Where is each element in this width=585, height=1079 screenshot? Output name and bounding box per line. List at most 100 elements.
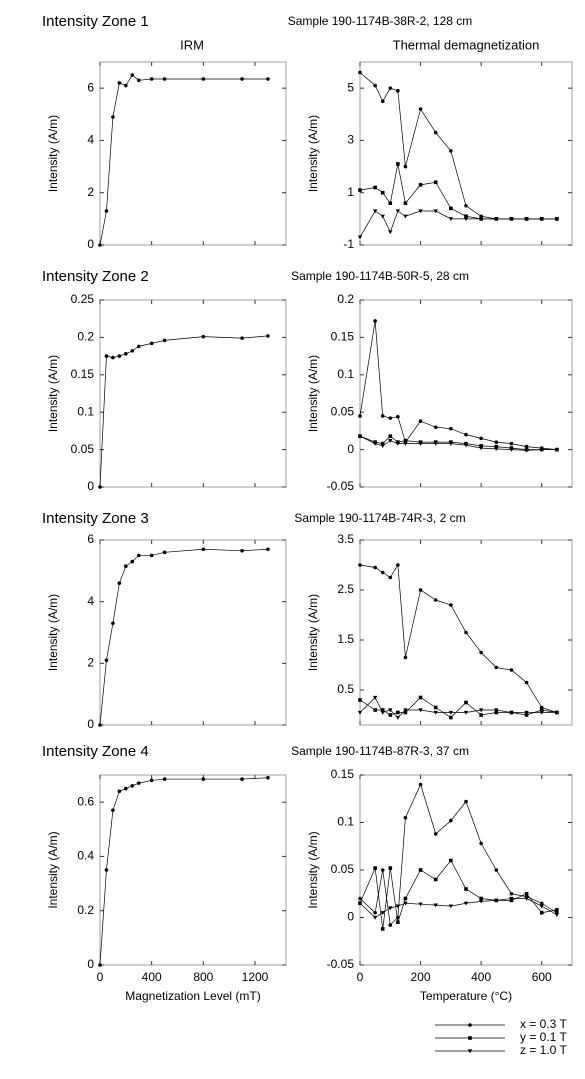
series-line — [359, 210, 557, 238]
plot-frame — [359, 61, 573, 246]
marker — [357, 434, 363, 439]
marker — [149, 77, 154, 81]
marker — [388, 230, 393, 235]
marker — [554, 448, 560, 452]
marker — [448, 710, 454, 715]
marker — [433, 710, 438, 715]
x-tick-label: 0 — [357, 970, 364, 984]
y-tick-label: 0.15 — [71, 367, 95, 381]
marker — [117, 789, 122, 794]
marker — [539, 910, 544, 915]
marker — [111, 115, 115, 119]
zone-title: Intensity Zone 4 — [42, 743, 149, 760]
marker — [524, 448, 529, 453]
y-tick-label: 0 — [87, 237, 94, 251]
sample-label: Sample 190-1174B-74R-3, 2 cm — [294, 511, 465, 525]
x-tick-label: 1200 — [242, 970, 269, 984]
y-tick-label: 0.2 — [77, 330, 94, 344]
marker — [403, 655, 408, 660]
zone-title: Intensity Zone 1 — [42, 13, 149, 30]
marker — [494, 447, 499, 452]
marker — [403, 438, 408, 443]
marker — [479, 896, 483, 901]
marker — [201, 547, 206, 552]
legend-label: z = 1.0 T — [520, 1043, 567, 1057]
y-tick-label: 0.6 — [77, 794, 94, 808]
marker — [433, 832, 438, 836]
marker — [266, 547, 270, 552]
marker — [464, 887, 468, 891]
marker — [464, 214, 468, 219]
marker — [372, 915, 378, 920]
marker — [380, 710, 385, 715]
marker — [403, 815, 408, 820]
x-tick-label: 200 — [411, 970, 431, 984]
marker — [433, 180, 438, 185]
plot-frame — [99, 61, 287, 246]
marker — [509, 891, 514, 896]
marker — [464, 203, 468, 208]
y-tick-label: 4 — [87, 133, 94, 147]
marker — [433, 903, 438, 908]
marker — [358, 414, 362, 418]
marker — [554, 217, 560, 222]
marker — [479, 436, 483, 441]
marker — [396, 88, 400, 93]
series-line — [359, 320, 557, 450]
marker — [136, 78, 141, 83]
marker — [380, 911, 385, 915]
marker — [509, 710, 514, 715]
y-tick-label: 0.25 — [71, 292, 95, 306]
series-line — [99, 548, 268, 726]
marker — [403, 896, 408, 901]
marker — [403, 164, 408, 169]
marker — [162, 550, 167, 555]
x-tick-label: 800 — [193, 970, 213, 984]
marker — [136, 344, 141, 349]
marker — [449, 426, 453, 431]
y-tick-label: 0.05 — [331, 404, 355, 418]
marker — [395, 442, 401, 446]
marker — [433, 209, 438, 214]
y-tick-label: 0 — [347, 910, 354, 924]
marker — [464, 700, 468, 705]
sample-label: Sample 190-1174B-87R-3, 37 cm — [291, 744, 469, 758]
y-tick-label: 0.15 — [331, 330, 355, 344]
y-tick-label: 0 — [87, 957, 94, 971]
marker — [358, 563, 362, 567]
marker — [240, 77, 244, 81]
marker — [418, 183, 423, 187]
y-tick-label: 3 — [347, 133, 354, 147]
marker — [554, 913, 560, 917]
marker — [373, 910, 377, 915]
marker — [98, 485, 102, 489]
marker — [463, 443, 469, 448]
marker — [449, 818, 453, 823]
chart: 0 0.05 0.1 0.15 0.2 0.25 Intensity (A/m) — [46, 292, 287, 493]
marker — [418, 708, 423, 713]
marker — [162, 77, 167, 81]
chart: 0.5 1.5 2.5 3.5 Intensity (A/m) — [306, 532, 573, 726]
series-line — [99, 335, 268, 488]
marker — [524, 896, 529, 901]
plot-frame — [99, 539, 287, 726]
y-tick-label: 1 — [347, 185, 354, 199]
marker — [380, 444, 385, 449]
marker — [524, 891, 529, 896]
marker — [509, 896, 514, 901]
y-tick-label: 0.5 — [337, 682, 354, 696]
marker — [162, 338, 167, 343]
y-axis-label: Intensity (A/m) — [306, 115, 320, 192]
y-axis-label: Intensity (A/m) — [46, 594, 60, 671]
marker — [478, 708, 484, 713]
marker — [380, 99, 385, 104]
marker — [479, 444, 483, 448]
marker — [388, 575, 393, 580]
plot-frame — [359, 299, 573, 488]
marker — [124, 564, 128, 569]
y-tick-label: 0.4 — [77, 849, 94, 863]
marker — [539, 901, 544, 906]
marker — [372, 695, 378, 700]
marker — [395, 715, 401, 720]
